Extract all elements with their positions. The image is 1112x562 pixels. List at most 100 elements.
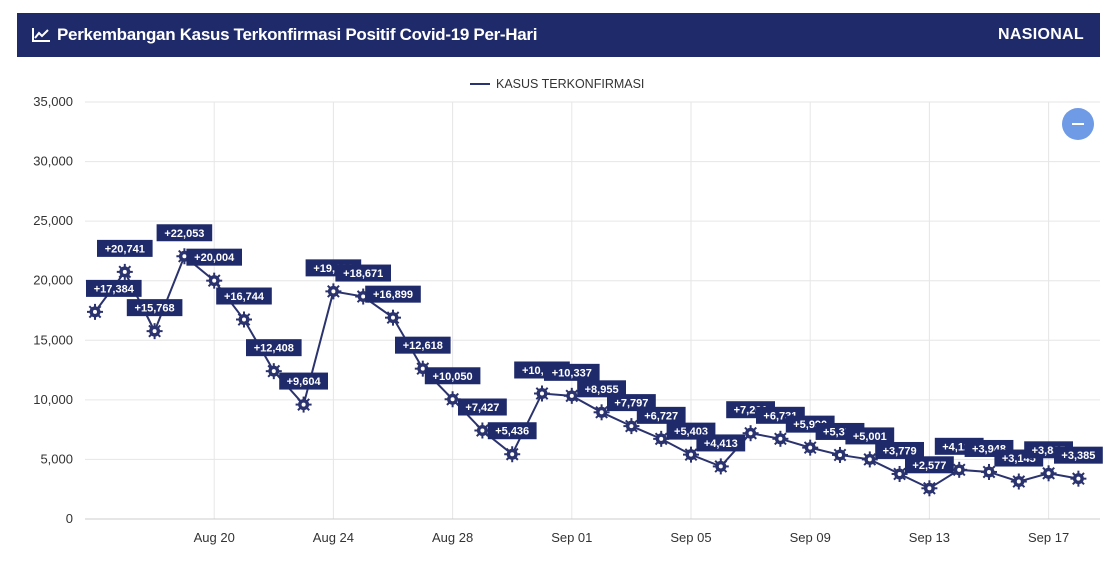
- marker-core: [569, 393, 574, 398]
- data-label: +3,385: [1054, 446, 1103, 464]
- data-label: +12,408: [246, 339, 302, 357]
- marker-core: [748, 431, 753, 436]
- data-label-text: +17,384: [94, 283, 135, 295]
- marker-core: [1076, 476, 1081, 481]
- data-point: [414, 360, 431, 377]
- data-point: [772, 430, 789, 447]
- x-tick-label: Sep 05: [670, 530, 711, 545]
- data-label-text: +5,436: [495, 426, 529, 438]
- data-label-text: +8,955: [585, 384, 619, 396]
- data-point: [623, 418, 640, 435]
- marker-core: [659, 436, 664, 441]
- data-label-text: +18,671: [343, 268, 383, 280]
- x-tick-label: Aug 28: [432, 530, 473, 545]
- data-label: +8,955: [577, 380, 626, 398]
- data-label-box: [577, 380, 626, 398]
- data-label: +15,768: [126, 299, 183, 317]
- data-label-text: +4,413: [704, 438, 738, 450]
- x-tick-label: Sep 01: [551, 530, 592, 545]
- data-label-box: [905, 456, 954, 474]
- data-point: [146, 323, 163, 340]
- data-label-text: +12,408: [254, 343, 294, 355]
- data-label-box: [335, 264, 391, 282]
- data-label-box: [544, 363, 600, 381]
- data-label: +10,337: [544, 363, 600, 381]
- data-label: +5,436: [487, 422, 537, 440]
- marker-core: [778, 436, 783, 441]
- data-label-text: +7,797: [614, 398, 648, 410]
- data-point: [861, 451, 878, 468]
- marker-core: [718, 464, 723, 469]
- x-tick-label: Sep 13: [909, 530, 950, 545]
- data-label-box: [279, 372, 328, 390]
- data-label-box: [246, 339, 302, 357]
- data-label-text: +12,618: [403, 340, 443, 352]
- marker-core: [867, 457, 872, 462]
- marker-core: [957, 467, 962, 472]
- data-point: [563, 387, 580, 404]
- data-label-text: +5,001: [853, 431, 887, 443]
- data-point: [265, 363, 282, 380]
- data-label: +5,001: [845, 427, 895, 445]
- data-label-text: +20,741: [105, 243, 145, 255]
- data-label: +17,384: [86, 279, 142, 297]
- data-label-box: [216, 287, 272, 305]
- data-point: [951, 461, 968, 478]
- line-chart: 0 5,000 10,000 15,000 20,000 25,000 30,000 35,0…: [33, 77, 1103, 545]
- marker-core: [540, 391, 544, 396]
- marker-core: [301, 402, 306, 407]
- region-label: NASIONAL: [998, 26, 1084, 43]
- legend-label: KASUS TERKONFIRMASI: [496, 77, 644, 91]
- data-point: [891, 465, 908, 482]
- data-point: [653, 430, 670, 447]
- marker-core: [450, 397, 455, 402]
- data-label: +3,779: [875, 441, 924, 459]
- data-point: [325, 283, 342, 300]
- marker-core: [331, 289, 336, 294]
- marker-core: [242, 317, 246, 322]
- data-label-box: [458, 398, 507, 416]
- zoom-out-button[interactable]: [1062, 108, 1094, 140]
- data-label-box: [156, 224, 213, 242]
- data-label-text: +3,385: [1061, 450, 1095, 462]
- marker-core: [480, 428, 485, 433]
- marker-core: [838, 452, 842, 457]
- y-tick-label: 15,000: [33, 332, 73, 347]
- data-point: [593, 404, 610, 421]
- data-label: +6,727: [636, 406, 686, 424]
- header-title-group: Perkembangan Kasus Terkonfirmasi Positif…: [31, 25, 537, 45]
- data-label: +12,618: [395, 336, 451, 354]
- data-label-box: [126, 299, 183, 317]
- data-label: +16,744: [216, 287, 272, 305]
- line-chart-icon: [32, 28, 50, 42]
- data-label-text: +6,727: [644, 410, 678, 422]
- y-tick-label: 0: [66, 511, 73, 526]
- marker-core: [897, 471, 902, 476]
- marker-core: [152, 329, 157, 334]
- data-label-box: [365, 285, 421, 303]
- data-label: +20,741: [97, 239, 153, 257]
- data-point: [504, 446, 521, 463]
- marker-core: [987, 469, 991, 474]
- y-tick-label: 20,000: [33, 273, 73, 288]
- marker-core: [271, 369, 276, 374]
- x-tick-label: Aug 24: [313, 530, 354, 545]
- x-tick-label: Sep 09: [790, 530, 831, 545]
- data-label: +16,899: [365, 285, 421, 303]
- data-label-text: +16,744: [224, 291, 265, 303]
- marker-core: [629, 424, 634, 429]
- data-label: +9,604: [279, 372, 328, 390]
- marker-core: [510, 452, 515, 457]
- data-label-text: +10,050: [433, 371, 473, 383]
- x-tick-label: Sep 17: [1028, 530, 1069, 545]
- y-tick-label: 30,000: [33, 154, 73, 169]
- data-label-box: [636, 406, 686, 424]
- data-label-text: +7,427: [465, 402, 499, 414]
- data-point: [236, 311, 252, 328]
- data-point: [295, 396, 312, 413]
- data-point: [474, 422, 491, 439]
- y-tick-label: 25,000: [33, 213, 73, 228]
- data-point: [444, 391, 461, 408]
- data-point: [1010, 473, 1027, 490]
- marker-core: [927, 486, 932, 491]
